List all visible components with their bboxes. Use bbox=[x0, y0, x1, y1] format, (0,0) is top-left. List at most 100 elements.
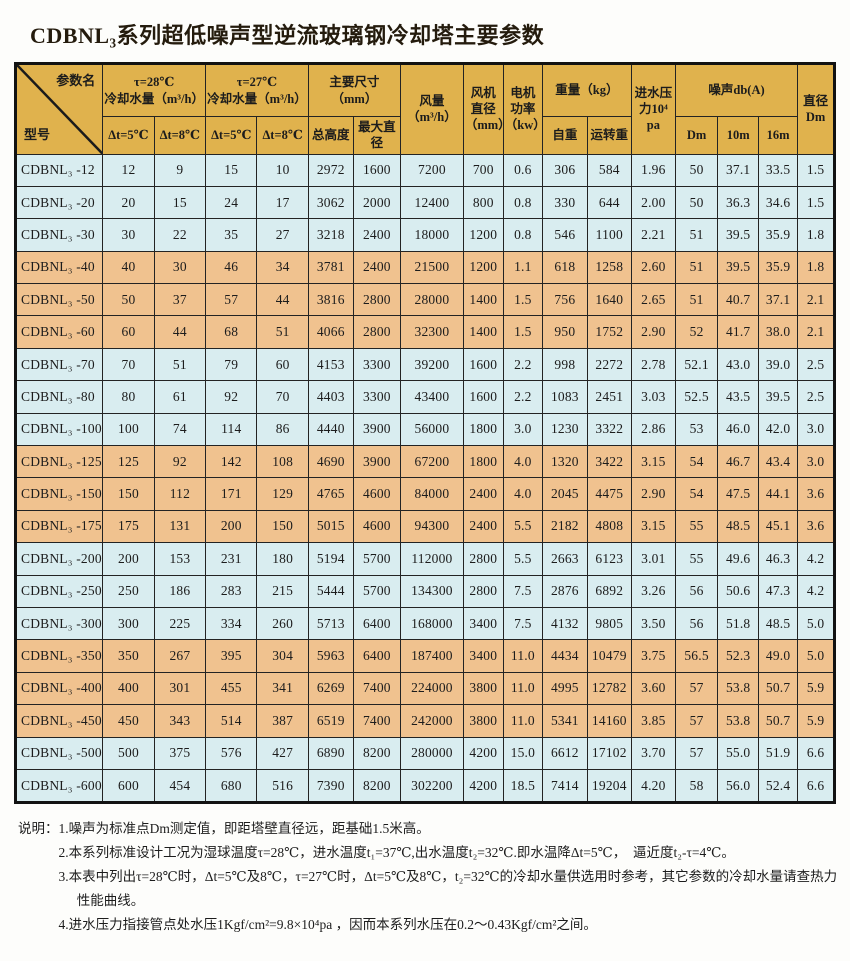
value-cell: 52.5 bbox=[674, 380, 719, 414]
value-cell: 618 bbox=[541, 250, 588, 285]
value-cell: 56.5 bbox=[674, 639, 719, 673]
value-cell: 55 bbox=[674, 509, 719, 544]
value-cell: 231 bbox=[205, 542, 258, 576]
page: CDBNL₃系列超低噪声型逆流玻璃钢冷却塔主要参数 参数名 型号 bbox=[14, 23, 845, 937]
value-cell: 24 bbox=[205, 185, 258, 220]
value-cell: 15 bbox=[153, 185, 207, 220]
value-cell: 225 bbox=[153, 606, 207, 641]
value-cell: 15 bbox=[205, 153, 258, 187]
value-cell: 3.70 bbox=[630, 736, 676, 770]
value-cell: 800 bbox=[462, 185, 504, 220]
value-cell: 54 bbox=[674, 477, 719, 511]
value-cell: 10 bbox=[256, 153, 309, 187]
value-cell: 112 bbox=[153, 477, 207, 511]
model-cell: CDBNL₃ -80 bbox=[14, 380, 104, 414]
value-cell: 2400 bbox=[352, 218, 402, 252]
value-cell: 3.0 bbox=[502, 412, 543, 447]
value-cell: 52.1 bbox=[674, 347, 719, 382]
value-cell: 18000 bbox=[400, 218, 464, 252]
value-cell: 38.0 bbox=[758, 315, 799, 349]
value-cell: 6612 bbox=[541, 736, 588, 770]
value-cell: 6890 bbox=[307, 736, 354, 770]
value-cell: 1320 bbox=[541, 445, 588, 479]
value-cell: 2972 bbox=[307, 153, 354, 187]
value-cell: 50.6 bbox=[717, 574, 760, 608]
header-motor-power: 电机功率 （kw） bbox=[502, 63, 543, 155]
value-cell: 30 bbox=[102, 218, 155, 252]
value-cell: 142 bbox=[205, 445, 258, 479]
value-cell: 28000 bbox=[400, 283, 464, 317]
value-cell: 600 bbox=[102, 768, 155, 804]
value-cell: 47.3 bbox=[758, 574, 799, 608]
model-cell: CDBNL₃ -125 bbox=[14, 445, 104, 479]
value-cell: 2400 bbox=[462, 477, 504, 511]
value-cell: 1752 bbox=[586, 315, 632, 349]
value-cell: 22 bbox=[153, 218, 207, 252]
value-cell: 514 bbox=[205, 704, 258, 738]
value-cell: 49.0 bbox=[758, 639, 799, 673]
value-cell: 5.9 bbox=[797, 704, 835, 738]
value-cell: 58 bbox=[674, 768, 719, 804]
value-cell: 60 bbox=[256, 347, 309, 382]
value-cell: 301 bbox=[153, 671, 207, 706]
value-cell: 50 bbox=[674, 153, 719, 187]
notes-list: 1.噪声为标准点Dm测定值，即距塔壁直径远，距基础1.5米高。 2.本系列标准设计… bbox=[59, 817, 845, 937]
header-inlet-pressure: 进水压力10⁴ pa bbox=[630, 63, 676, 155]
value-cell: 1.8 bbox=[797, 218, 835, 252]
note-item: 3.本表中列出τ=28℃时，Δt=5℃及8℃，τ=27℃时，Δt=5℃及8℃，t… bbox=[58, 869, 838, 909]
value-cell: 60 bbox=[102, 315, 155, 349]
value-cell: 50.7 bbox=[758, 704, 799, 738]
value-cell: 304 bbox=[256, 639, 309, 673]
value-cell: 1600 bbox=[462, 347, 504, 382]
value-cell: 4600 bbox=[352, 509, 402, 544]
value-cell: 1800 bbox=[462, 445, 504, 479]
value-cell: 2.5 bbox=[797, 380, 835, 414]
value-cell: 7390 bbox=[307, 768, 354, 804]
value-cell: 3.01 bbox=[630, 542, 676, 576]
value-cell: 5015 bbox=[307, 509, 354, 544]
value-cell: 47.5 bbox=[717, 477, 760, 511]
value-cell: 153 bbox=[153, 542, 207, 576]
value-cell: 51 bbox=[674, 283, 719, 317]
value-cell: 2000 bbox=[352, 185, 402, 220]
value-cell: 3.6 bbox=[797, 477, 835, 511]
value-cell: 7.5 bbox=[502, 606, 543, 641]
value-cell: 46.7 bbox=[717, 445, 760, 479]
value-cell: 186 bbox=[153, 574, 207, 608]
value-cell: 3.0 bbox=[797, 445, 835, 479]
value-cell: 34 bbox=[256, 250, 309, 285]
table-row: CDBNL₃ -300 300 225 334 260 5713 6400 168000 340… bbox=[14, 606, 835, 641]
subheader-running-weight: 运转重 bbox=[586, 116, 632, 155]
model-cell: CDBNL₃ -175 bbox=[14, 509, 104, 544]
value-cell: 3.85 bbox=[630, 704, 676, 738]
subheader-self-weight: 自重 bbox=[541, 116, 588, 155]
value-cell: 39.5 bbox=[717, 250, 760, 285]
corner-model-label: 型号 bbox=[24, 126, 51, 142]
model-cell: CDBNL₃ -100 bbox=[14, 412, 104, 447]
value-cell: 43400 bbox=[400, 380, 464, 414]
value-cell: 5963 bbox=[307, 639, 354, 673]
header-diameter-dm: 直径 Dm bbox=[797, 63, 835, 155]
subheader-noise-10m: 10m bbox=[717, 116, 760, 155]
value-cell: 18.5 bbox=[502, 768, 543, 804]
value-cell: 224000 bbox=[400, 671, 464, 706]
value-cell: 45.1 bbox=[758, 509, 799, 544]
value-cell: 5444 bbox=[307, 574, 354, 608]
model-cell: CDBNL₃ -20 bbox=[14, 185, 104, 220]
value-cell: 2800 bbox=[462, 574, 504, 608]
model-cell: CDBNL₃ -500 bbox=[14, 736, 104, 770]
value-cell: 15.0 bbox=[502, 736, 543, 770]
value-cell: 35.9 bbox=[758, 250, 799, 285]
value-cell: 12782 bbox=[586, 671, 632, 706]
table-row: CDBNL₃ -250 250 186 283 215 5444 5700 134300 280… bbox=[14, 574, 835, 608]
value-cell: 74 bbox=[153, 412, 207, 447]
value-cell: 50 bbox=[674, 185, 719, 220]
table-row: CDBNL₃ -350 350 267 395 304 5963 6400 187400 340… bbox=[14, 639, 835, 673]
subheader-max-diameter: 最大直径 bbox=[352, 116, 402, 155]
note-item: 2.本系列标准设计工况为湿球温度τ=28℃，进水温度t₁=37℃,出水温度t₂=… bbox=[58, 845, 735, 861]
value-cell: 2.21 bbox=[630, 218, 676, 252]
table-row: CDBNL₃ -20 20 15 24 17 3062 2000 12400 800 0.8 330… bbox=[14, 185, 835, 220]
value-cell: 34.6 bbox=[758, 185, 799, 220]
value-cell: 40.7 bbox=[717, 283, 760, 317]
spec-table: 参数名 型号 τ=28℃ 冷却水量（m³/h） τ=27℃ 冷却水量（m³/h）… bbox=[14, 62, 836, 805]
